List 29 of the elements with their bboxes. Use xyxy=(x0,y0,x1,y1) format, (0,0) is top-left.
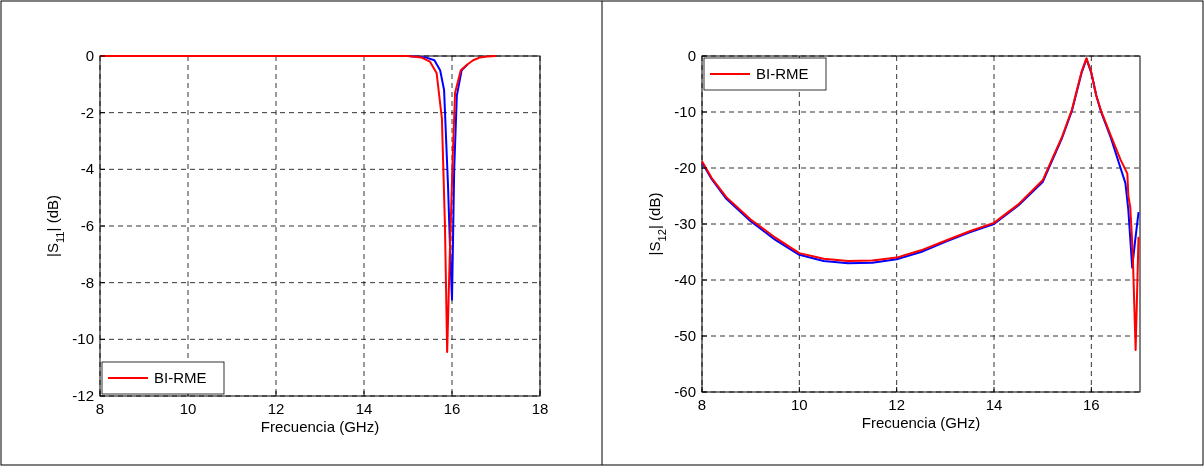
x-tick-label: 14 xyxy=(355,400,373,417)
x-tick-label: 16 xyxy=(443,400,461,417)
x-tick-label: 16 xyxy=(1082,396,1100,413)
y-tick-label: -2 xyxy=(80,103,94,121)
y-tick-label: -20 xyxy=(674,159,696,176)
y-tick-label: -10 xyxy=(674,103,696,120)
x-axis-title: Frecuencia (GHz) xyxy=(861,414,981,431)
x-tick-label: 12 xyxy=(267,400,285,417)
x-tick-label: 12 xyxy=(888,396,906,413)
x-tick-label: 8 xyxy=(95,400,105,417)
x-tick-label: 14 xyxy=(985,396,1003,413)
legend-label: BI-RME xyxy=(756,65,809,82)
y-tick-label: -30 xyxy=(674,215,696,232)
x-axis-title: Frecuencia (GHz) xyxy=(260,418,380,435)
x-tick-label: 8 xyxy=(697,396,707,413)
y-tick-label: 0 xyxy=(687,47,696,64)
y-tick-label: -60 xyxy=(674,383,696,400)
y-tick-label: -12 xyxy=(72,387,94,404)
y-tick-label: -40 xyxy=(674,271,696,288)
y-tick-label: -4 xyxy=(80,160,94,178)
y-tick-label: -8 xyxy=(80,273,94,291)
legend-label: BI-RME xyxy=(154,369,207,386)
x-tick-label: 10 xyxy=(790,396,808,413)
y-tick-label: -6 xyxy=(80,217,94,234)
y-tick-label: -50 xyxy=(674,327,696,344)
y-tick-label: -10 xyxy=(72,330,94,348)
x-tick-label: 18 xyxy=(531,400,549,417)
y-tick-label: 0 xyxy=(85,47,94,64)
x-tick-label: 10 xyxy=(179,400,197,417)
